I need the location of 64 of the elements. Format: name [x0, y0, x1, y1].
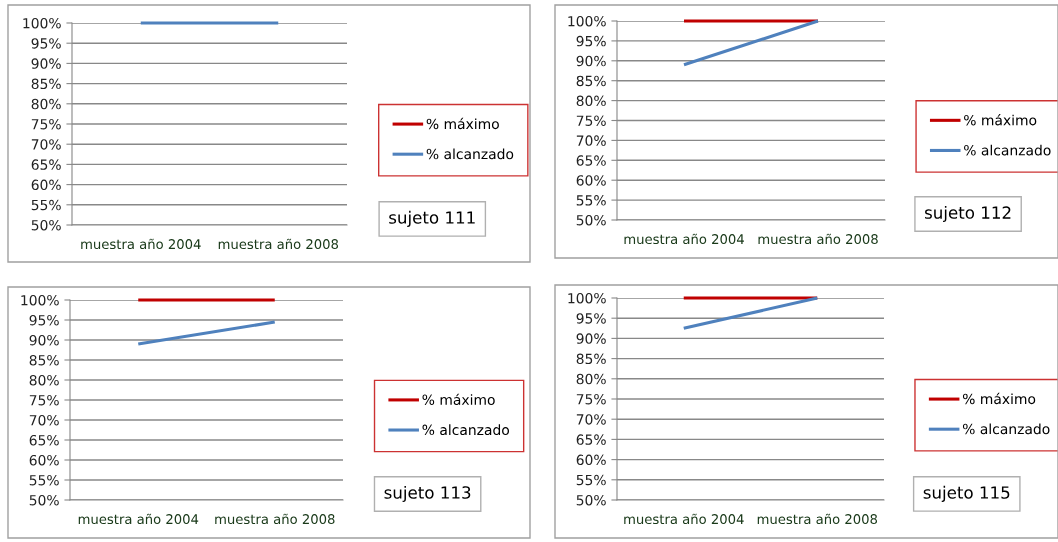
- y-tick-label: 70%: [576, 135, 606, 146]
- text: sujeto 115: [923, 485, 1010, 503]
- y-tick-label: 50%: [29, 494, 59, 506]
- y-tick-label: 95%: [29, 314, 59, 326]
- x-tick-label: muestra año 2008: [215, 513, 335, 525]
- y-tick-label: 90%: [31, 58, 61, 69]
- y-tick-label: 80%: [31, 98, 61, 110]
- x-tick-label: muestra año 2008: [758, 233, 878, 245]
- y-tick-label: 100%: [568, 15, 606, 27]
- y-tick-label: 95%: [576, 313, 606, 324]
- y-tick-label: 85%: [576, 75, 606, 87]
- y-tick-label: 70%: [576, 414, 606, 425]
- y-tick-label: 80%: [29, 374, 59, 386]
- y-tick-label: 60%: [29, 454, 59, 466]
- y-tick-label: 65%: [576, 434, 606, 445]
- x-tick-label: muestra año 2004: [78, 513, 199, 525]
- y-tick-label: 50%: [576, 494, 606, 506]
- y-tick-label: 100%: [568, 292, 606, 304]
- y-tick-label: 65%: [29, 434, 59, 446]
- y-tick-label: 90%: [576, 333, 606, 344]
- legend-label: % máximo: [422, 393, 495, 405]
- legend-label: % alcanzado: [422, 424, 510, 436]
- y-tick-label: 95%: [576, 35, 606, 47]
- y-tick-label: 60%: [576, 175, 606, 186]
- y-tick-label: 60%: [31, 179, 61, 191]
- y-tick-label: 85%: [576, 353, 606, 365]
- y-tick-label: 70%: [29, 414, 59, 426]
- y-tick-label: 75%: [576, 115, 606, 126]
- y-tick-label: 55%: [31, 199, 61, 211]
- y-tick-label: 75%: [29, 394, 59, 406]
- x-tick-label: muestra año 2004: [81, 238, 201, 250]
- y-tick-label: 85%: [31, 78, 61, 90]
- x-tick-label: muestra año 2008: [218, 238, 339, 250]
- y-tick-label: 55%: [576, 195, 606, 206]
- x-tick-label: muestra año 2004: [624, 233, 744, 245]
- legend-label: % máximo: [964, 114, 1037, 126]
- y-tick-label: 50%: [31, 219, 61, 231]
- text: sujeto 112: [925, 205, 1011, 223]
- legend-label: % máximo: [426, 117, 499, 130]
- y-tick-label: 55%: [29, 474, 59, 486]
- y-tick-label: 65%: [31, 159, 61, 170]
- y-tick-label: 75%: [576, 393, 606, 405]
- text: sujeto 113: [384, 485, 471, 503]
- x-tick-label: muestra año 2004: [624, 513, 744, 525]
- legend-label: % alcanzado: [426, 148, 514, 160]
- y-tick-label: 60%: [576, 454, 606, 466]
- text: sujeto 111: [389, 210, 475, 228]
- y-tick-label: 85%: [29, 354, 59, 366]
- y-tick-label: 100%: [21, 294, 59, 306]
- y-tick-label: 70%: [31, 139, 61, 150]
- y-tick-label: 100%: [23, 17, 61, 29]
- y-tick-label: 80%: [576, 95, 606, 107]
- x-tick-label: muestra año 2008: [757, 513, 878, 525]
- legend-label: % máximo: [962, 392, 1036, 405]
- y-tick-label: 50%: [576, 214, 606, 226]
- legend-label: % alcanzado: [962, 423, 1050, 435]
- legend-label: % alcanzado: [964, 144, 1051, 156]
- y-tick-label: 95%: [31, 38, 61, 49]
- y-tick-label: 75%: [31, 118, 61, 130]
- y-tick-label: 90%: [576, 55, 606, 67]
- y-tick-label: 65%: [576, 155, 606, 166]
- y-tick-label: 80%: [576, 373, 606, 385]
- y-tick-label: 55%: [576, 474, 606, 486]
- y-tick-label: 90%: [29, 334, 59, 346]
